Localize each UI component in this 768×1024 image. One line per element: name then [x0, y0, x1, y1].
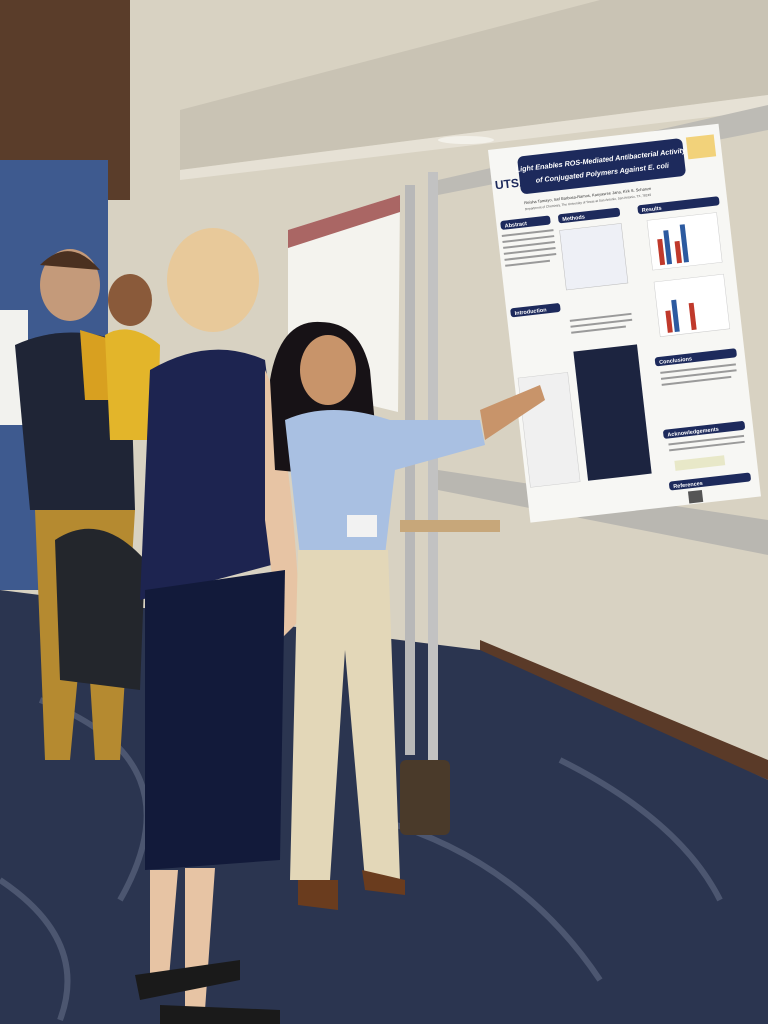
ceiling-soffit	[180, 0, 768, 170]
person-shirt	[105, 329, 160, 440]
figure-bar	[688, 302, 697, 331]
woman-skirt	[145, 570, 285, 870]
section-header	[558, 207, 621, 224]
section-title: References	[673, 481, 703, 490]
text-line	[570, 318, 633, 328]
ceiling-light	[438, 136, 494, 144]
section-title: Methods	[562, 214, 585, 223]
title-banner	[517, 138, 686, 194]
figure-bar	[671, 299, 680, 333]
section-title: Abstract	[504, 221, 527, 230]
table	[400, 520, 500, 532]
methods-figure	[559, 223, 629, 291]
woman-cardigan	[140, 349, 290, 600]
person-head	[108, 274, 152, 326]
figure-bar	[679, 224, 689, 263]
qr-code	[687, 489, 704, 504]
text-line	[501, 229, 554, 237]
section-header	[669, 472, 751, 491]
presenter-shirt	[285, 410, 485, 555]
woman-shoes	[135, 960, 280, 1024]
text-line	[669, 440, 745, 452]
body-text	[501, 229, 745, 452]
text-line	[668, 434, 745, 446]
section-title: Conclusions	[659, 356, 692, 366]
presenter-hand	[480, 385, 545, 440]
main-poster: UTSA Light Enables ROS-Mediated Antibact…	[488, 123, 761, 523]
figure-bar	[657, 238, 666, 266]
baseboard	[480, 640, 768, 780]
presenter-face	[300, 335, 356, 405]
section-title: Introduction	[514, 307, 547, 317]
backpack	[55, 528, 145, 690]
middle-poster-header	[288, 195, 400, 248]
qr-note	[674, 455, 726, 471]
poster-logo-right	[685, 134, 717, 160]
section-title: Acknowledgements	[667, 427, 719, 439]
stand-pole	[428, 172, 438, 762]
text-line	[505, 259, 551, 267]
section-title: Results	[642, 206, 662, 214]
section-header	[637, 196, 720, 215]
text-line	[661, 375, 732, 386]
text-line	[504, 252, 557, 261]
text-line	[571, 325, 626, 334]
carpet-pattern	[0, 697, 723, 1022]
section-header	[510, 303, 561, 318]
figure-bar	[663, 230, 673, 265]
section-header	[663, 421, 745, 439]
text-line	[502, 235, 555, 243]
text-line	[503, 241, 555, 249]
figure-bar	[674, 240, 683, 264]
name-badge	[347, 515, 377, 537]
presenter-pants	[290, 550, 400, 880]
agar-plate-grid	[573, 344, 652, 481]
section-header	[500, 215, 551, 230]
text-line	[660, 363, 736, 374]
text-line	[569, 312, 632, 322]
section-header	[654, 348, 737, 367]
man-hair	[40, 251, 100, 270]
figure-bar	[665, 310, 673, 333]
presenter-shoes	[298, 870, 405, 910]
text-line	[660, 369, 737, 380]
text-line	[503, 246, 556, 255]
woman-hair	[167, 228, 259, 332]
bag-on-floor	[400, 760, 450, 835]
stand-pole	[405, 185, 415, 755]
